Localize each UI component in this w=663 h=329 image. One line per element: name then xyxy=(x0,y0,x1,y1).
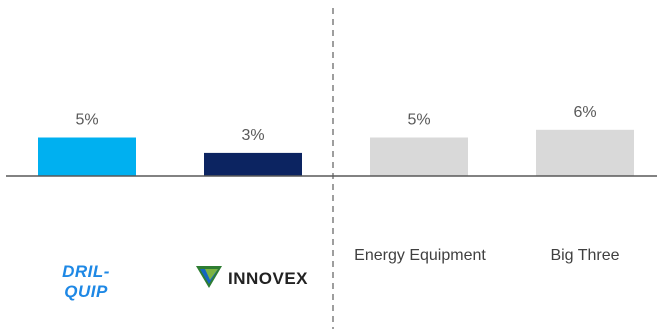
bar-energy-equipment xyxy=(370,137,468,176)
innovex-logo: INNOVEX xyxy=(196,266,308,288)
svg-text:QUIP: QUIP xyxy=(64,282,108,301)
bar-big-three xyxy=(536,129,634,176)
category-label-energy-equipment: Energy Equipment xyxy=(354,247,486,264)
value-label-big-three: 6% xyxy=(573,104,596,121)
value-label-energy-equipment: 5% xyxy=(407,112,430,129)
bar-innovex xyxy=(204,152,302,176)
category-label-big-three: Big Three xyxy=(550,247,619,264)
value-label-innovex: 3% xyxy=(241,127,264,144)
dril-quip-logo: DRIL- QUIP xyxy=(62,262,110,301)
svg-text:INNOVEX: INNOVEX xyxy=(228,269,308,288)
bar-dril-quip xyxy=(38,137,136,176)
svg-text:DRIL-: DRIL- xyxy=(62,262,110,281)
value-label-dril-quip: 5% xyxy=(75,112,98,129)
innovex-mark-icon xyxy=(196,266,222,288)
